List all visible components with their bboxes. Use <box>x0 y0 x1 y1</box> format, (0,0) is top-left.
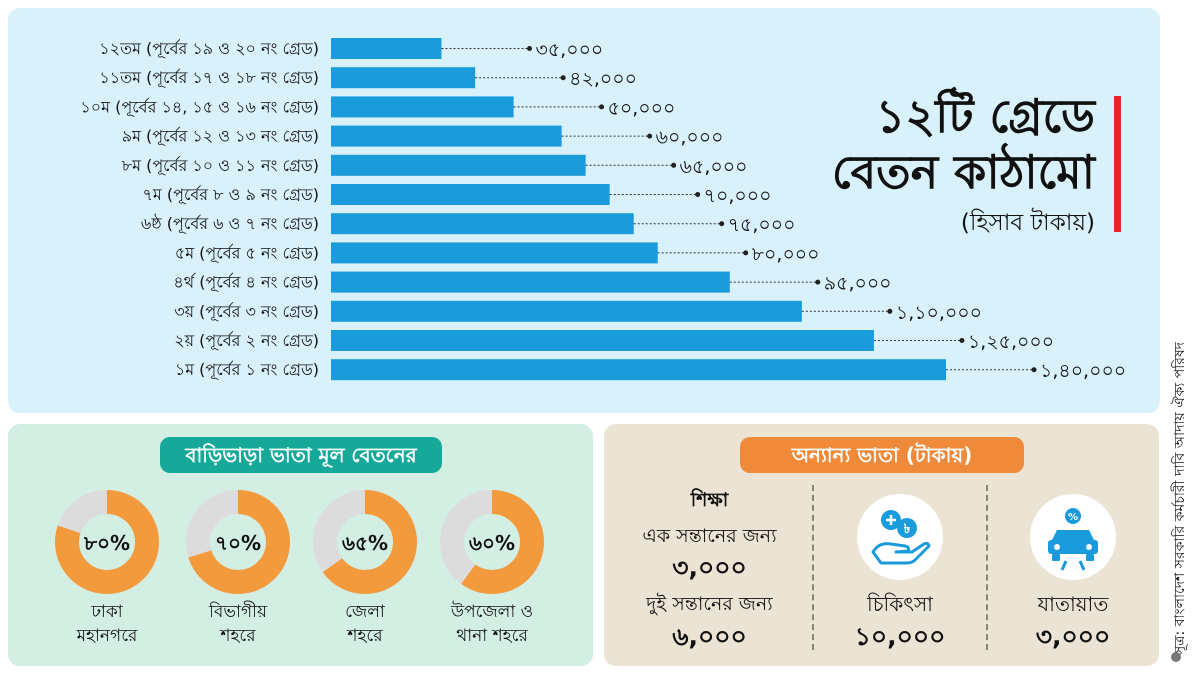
salary-bar <box>331 154 586 176</box>
salary-value-label: ৭০,০০০ <box>704 185 772 207</box>
grade-label: ১ম (পূর্বের ১ নং গ্রেড) <box>175 360 319 380</box>
leader-dot <box>815 279 821 285</box>
grade-label: ৭ম (পূর্বের ৮ ও ৯ নং গ্রেড) <box>142 185 319 205</box>
grade-label: ৪র্থ (পূর্বের ৪ নং গ্রেড) <box>173 273 319 293</box>
salary-bar <box>331 213 634 235</box>
education-heading: শিক্ষা <box>690 489 729 511</box>
grade-label: ১০ম (পূর্বের ১৪, ১৫ ও ১৬ নং গ্রেড) <box>80 97 319 117</box>
leader-dot <box>743 250 749 256</box>
salary-value-label: ৮০,০০০ <box>752 243 820 265</box>
city-name: বিভাগীয় <box>209 602 267 622</box>
salary-bar <box>331 184 610 205</box>
donut-percent-label: ৬৫% <box>342 531 388 555</box>
grade-label: ৬ষ্ঠ (পূর্বের ৬ ও ৭ নং গ্রেড) <box>141 214 319 234</box>
salary-value-label: ৬০,০০০ <box>656 127 724 149</box>
grade-label: ৩য় (পূর্বের ৩ নং গ্রেড) <box>174 302 319 322</box>
city-label-upazila: উপজেলা ও থানা শহরে <box>427 600 557 648</box>
donut-district: ৬৫% <box>313 490 417 594</box>
city-name-2: শহরে <box>347 626 383 646</box>
salary-bar <box>331 38 442 59</box>
chart-title-line1: ১২টি গ্রেডে <box>875 89 1095 143</box>
donut-dhaka: ৮০% <box>55 490 159 594</box>
salary-bar <box>331 300 802 322</box>
city-name: উপজেলা ও <box>450 602 534 622</box>
donut-division: ৭০% <box>186 490 290 594</box>
city-label-dhaka: ঢাকা মহানগরে <box>42 600 172 648</box>
leader-dot <box>959 338 965 343</box>
title-accent-rule <box>1114 96 1121 232</box>
education-two-child-value: ৬,০০০ <box>672 622 747 651</box>
grade-label: ৫ম (পূর্বের ৫ নং গ্রেড) <box>175 243 319 263</box>
other-allowance-title: অন্যান্য ভাতা (টাকায়) <box>740 437 1024 473</box>
city-name-2: মহানগরে <box>76 626 138 646</box>
grade-label: ১২তম (পূর্বের ১৯ ও ২০ নং গ্রেড) <box>99 39 319 59</box>
medical-label: চিকিৎসা <box>867 592 933 616</box>
medical-value: ১০,০০০ <box>854 622 946 651</box>
chart-title-line2: বেতন কাঠামো <box>831 145 1095 199</box>
grade-label: ২য় (পূর্বের ২ নং গ্রেড) <box>174 331 319 351</box>
divider-1 <box>812 485 814 650</box>
leader-dot <box>560 75 566 81</box>
salary-value-label: ৯৫,০০০ <box>824 273 892 295</box>
salary-value-label: ১,১০,০০০ <box>896 302 982 324</box>
grade-label: ১১তম (পূর্বের ১৭ ও ১৮ নং গ্রেড) <box>99 68 319 88</box>
donut-percent-label: ৬০% <box>469 531 515 555</box>
transport-icon-circle: % <box>1030 494 1116 580</box>
city-name: ঢাকা <box>91 602 123 622</box>
salary-value-label: ৬৫,০০০ <box>680 156 748 178</box>
salary-bar-chart: ১২তম (পূর্বের ১৯ ও ২০ নং গ্রেড) ৩৫,০০০ ১১ত… <box>80 38 1126 382</box>
city-label-division: বিভাগীয় শহরে <box>173 600 303 648</box>
salary-bar <box>331 67 476 89</box>
salary-bar <box>331 271 730 293</box>
medical-hand-icon: ৳ <box>871 510 931 565</box>
medical-icon-circle: ৳ <box>857 494 943 580</box>
leader-dot <box>527 46 533 51</box>
svg-text:%: % <box>1068 512 1078 523</box>
leader-dot <box>671 162 677 168</box>
education-two-child-label: দুই সন্তানের জন্য <box>646 593 773 615</box>
salary-bar <box>331 125 562 147</box>
education-one-child-label: এক সন্তানের জন্য <box>642 525 777 547</box>
leader-dot <box>647 133 653 139</box>
donut-upazila: ৬০% <box>440 490 544 594</box>
salary-bar <box>331 330 874 351</box>
donut-percent-label: ৮০% <box>83 531 130 555</box>
salary-value-label: ৭৫,০০০ <box>728 214 796 236</box>
leader-dot <box>1031 367 1037 373</box>
leader-dot <box>887 308 893 314</box>
city-label-district: জেলা শহরে <box>300 600 430 648</box>
leader-dot <box>695 192 701 197</box>
transport-value: ৩,০০০ <box>1035 622 1111 651</box>
city-name-2: থানা শহরে <box>456 626 528 646</box>
salary-value-label: ৩৫,০০০ <box>536 39 604 61</box>
divider-2 <box>986 485 988 650</box>
transport-label: যাতায়াত <box>1037 592 1109 616</box>
chart-title-block: ১২টি গ্রেডে বেতন কাঠামো (হিসাব টাকায়) <box>832 88 1095 243</box>
education-one-child-value: ৩,০০০ <box>672 553 747 582</box>
grade-label: ৯ম (পূর্বের ১২ ও ১৩ নং গ্রেড) <box>122 127 319 147</box>
svg-text:৳: ৳ <box>904 522 911 537</box>
source-note: সূত্র: বাংলাদেশ সরকারি কর্মচারী দাবি আদা… <box>1172 341 1188 655</box>
salary-value-label: ১,২৫,০০০ <box>968 331 1054 353</box>
salary-bar <box>331 242 658 264</box>
salary-bar <box>331 359 946 381</box>
city-name-2: শহরে <box>220 626 256 646</box>
salary-value-label: ৫০,০০০ <box>608 97 676 119</box>
salary-value-label: ৪২,০০০ <box>569 68 637 90</box>
leader-dot <box>599 104 605 110</box>
source-bullet <box>1171 652 1181 662</box>
donut-percent-label: ৭০% <box>215 531 261 555</box>
salary-bar <box>331 96 514 118</box>
salary-value-label: ১,৪০,০০০ <box>1040 360 1126 382</box>
house-rent-title: বাড়িভাড়া ভাতা মূল বেতনের <box>160 437 442 473</box>
leader-dot <box>719 221 725 227</box>
grade-label: ৮ম (পূর্বের ১০ ও ১১ নং গ্রেড) <box>122 156 319 176</box>
chart-subtitle: (হিসাব টাকায়) <box>960 210 1095 236</box>
car-icon: % <box>1048 508 1098 571</box>
city-name: জেলা <box>345 602 385 622</box>
